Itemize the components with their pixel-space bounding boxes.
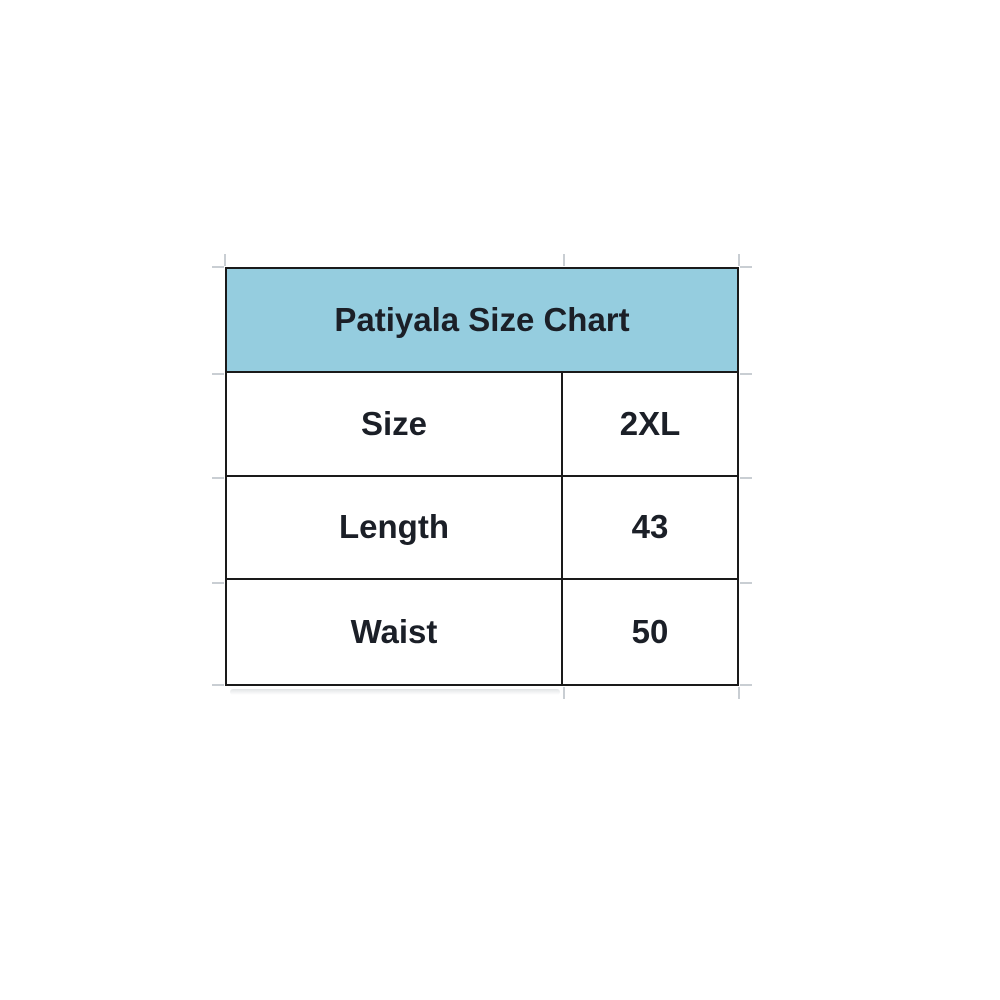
gridline-stub — [738, 254, 740, 266]
gridline-stub — [212, 477, 224, 479]
gridline-stub — [224, 254, 226, 266]
length-label-cell: Length — [227, 476, 563, 579]
gridline-stub — [740, 373, 752, 375]
length-value-cell: 43 — [631, 508, 669, 546]
gridline-stub — [212, 373, 224, 375]
waist-label-cell: Waist — [227, 580, 563, 684]
size-chart-header-row: Patiyala Size Chart — [227, 269, 737, 373]
gridline-stub — [740, 684, 752, 686]
gridline-stub — [563, 687, 565, 699]
size-label-cell: Size — [227, 372, 563, 475]
waist-value-cell: 50 — [631, 613, 669, 651]
gridline-stub — [738, 687, 740, 699]
gridline-stub — [740, 266, 752, 268]
table-row-length: Length 43 — [227, 476, 737, 581]
gridline-stub — [563, 254, 565, 266]
gridline-stub — [740, 582, 752, 584]
table-row-size: Size 2XL — [227, 372, 737, 477]
table-row-waist: Waist 50 — [227, 580, 737, 684]
gridline-stub — [212, 684, 224, 686]
gridline-stub — [212, 582, 224, 584]
gridline-stub — [740, 477, 752, 479]
size-chart-table: Patiyala Size Chart Size 2XL Length 43 W… — [225, 267, 739, 686]
jpeg-ghost-shadow — [230, 689, 560, 695]
size-chart-title: Patiyala Size Chart — [334, 300, 630, 338]
size-value-cell: 2XL — [619, 404, 681, 442]
gridline-stub — [212, 266, 224, 268]
